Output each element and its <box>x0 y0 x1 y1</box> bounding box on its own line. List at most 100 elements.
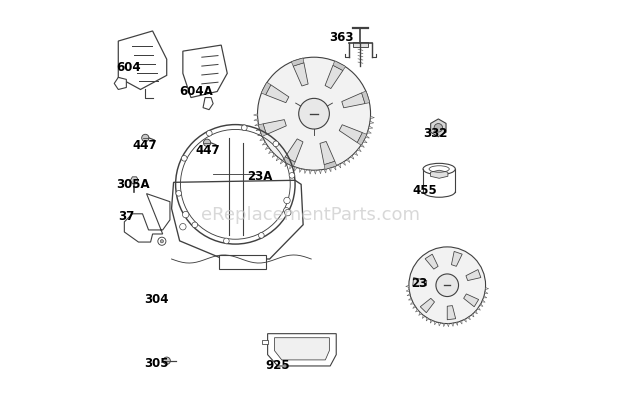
Circle shape <box>180 224 186 230</box>
Polygon shape <box>272 153 276 158</box>
Polygon shape <box>290 165 293 169</box>
Polygon shape <box>304 169 307 174</box>
Polygon shape <box>363 140 367 143</box>
Polygon shape <box>118 31 167 90</box>
Polygon shape <box>409 298 412 300</box>
Polygon shape <box>265 146 269 149</box>
Text: 37: 37 <box>118 210 135 223</box>
Polygon shape <box>420 298 435 313</box>
Polygon shape <box>255 124 259 126</box>
Circle shape <box>299 98 329 129</box>
Polygon shape <box>425 254 438 269</box>
Text: 305A: 305A <box>117 178 150 191</box>
Polygon shape <box>357 133 367 145</box>
Text: 23: 23 <box>411 277 427 290</box>
Polygon shape <box>130 177 138 184</box>
Polygon shape <box>482 300 485 302</box>
Text: 455: 455 <box>413 184 438 197</box>
Polygon shape <box>268 334 336 366</box>
Polygon shape <box>319 170 321 174</box>
Polygon shape <box>413 277 427 286</box>
Polygon shape <box>407 294 410 296</box>
Polygon shape <box>422 315 425 318</box>
Polygon shape <box>254 114 257 116</box>
Polygon shape <box>268 150 272 153</box>
Polygon shape <box>430 320 433 323</box>
Polygon shape <box>324 161 337 169</box>
Circle shape <box>224 238 229 244</box>
Text: 925: 925 <box>265 360 290 373</box>
Circle shape <box>436 274 459 296</box>
Polygon shape <box>342 93 365 108</box>
Polygon shape <box>262 142 267 145</box>
Polygon shape <box>294 167 297 171</box>
Polygon shape <box>431 119 446 137</box>
Polygon shape <box>347 158 350 162</box>
Polygon shape <box>293 63 308 86</box>
Polygon shape <box>447 306 456 320</box>
Polygon shape <box>418 312 422 315</box>
Polygon shape <box>485 288 489 290</box>
Polygon shape <box>350 156 354 159</box>
Polygon shape <box>254 119 258 121</box>
Polygon shape <box>261 82 271 95</box>
Polygon shape <box>410 302 414 304</box>
Circle shape <box>257 57 371 170</box>
Polygon shape <box>114 77 126 90</box>
Circle shape <box>176 190 182 196</box>
Text: 363: 363 <box>329 30 354 43</box>
Polygon shape <box>451 323 454 326</box>
Polygon shape <box>405 285 409 288</box>
Text: 304: 304 <box>144 293 169 306</box>
Polygon shape <box>370 121 374 124</box>
Polygon shape <box>265 85 289 103</box>
Circle shape <box>289 173 294 178</box>
Circle shape <box>285 209 291 216</box>
Polygon shape <box>259 124 267 136</box>
Polygon shape <box>464 319 466 322</box>
Polygon shape <box>357 148 361 151</box>
Polygon shape <box>354 152 358 156</box>
Polygon shape <box>415 309 419 312</box>
Polygon shape <box>464 294 479 307</box>
Circle shape <box>182 211 189 218</box>
Polygon shape <box>320 141 335 165</box>
Polygon shape <box>299 168 302 173</box>
Polygon shape <box>329 168 331 172</box>
Polygon shape <box>471 314 474 317</box>
Circle shape <box>203 139 211 146</box>
Text: 604: 604 <box>117 61 141 74</box>
Polygon shape <box>369 126 373 128</box>
Polygon shape <box>467 317 471 320</box>
Circle shape <box>192 222 198 228</box>
Polygon shape <box>325 65 343 89</box>
Polygon shape <box>365 135 370 138</box>
Polygon shape <box>334 166 336 170</box>
Polygon shape <box>466 270 481 281</box>
Circle shape <box>182 156 187 161</box>
Polygon shape <box>280 160 284 164</box>
Polygon shape <box>338 164 341 168</box>
Polygon shape <box>477 307 481 310</box>
Text: eReplacementParts.com: eReplacementParts.com <box>200 206 420 224</box>
Text: 23A: 23A <box>247 170 273 183</box>
Text: 447: 447 <box>133 139 157 153</box>
Circle shape <box>158 237 166 245</box>
Polygon shape <box>285 139 303 162</box>
Polygon shape <box>413 306 416 308</box>
Polygon shape <box>474 311 477 314</box>
Text: 447: 447 <box>195 143 219 156</box>
Text: 604A: 604A <box>179 85 213 98</box>
Polygon shape <box>451 252 462 266</box>
Polygon shape <box>370 116 374 119</box>
Polygon shape <box>291 58 304 66</box>
Polygon shape <box>435 322 436 325</box>
Polygon shape <box>333 61 345 70</box>
Polygon shape <box>283 157 295 166</box>
Polygon shape <box>260 138 264 141</box>
Polygon shape <box>263 119 286 134</box>
Polygon shape <box>406 290 409 292</box>
Polygon shape <box>262 340 268 344</box>
Polygon shape <box>125 194 170 242</box>
Polygon shape <box>256 128 260 131</box>
